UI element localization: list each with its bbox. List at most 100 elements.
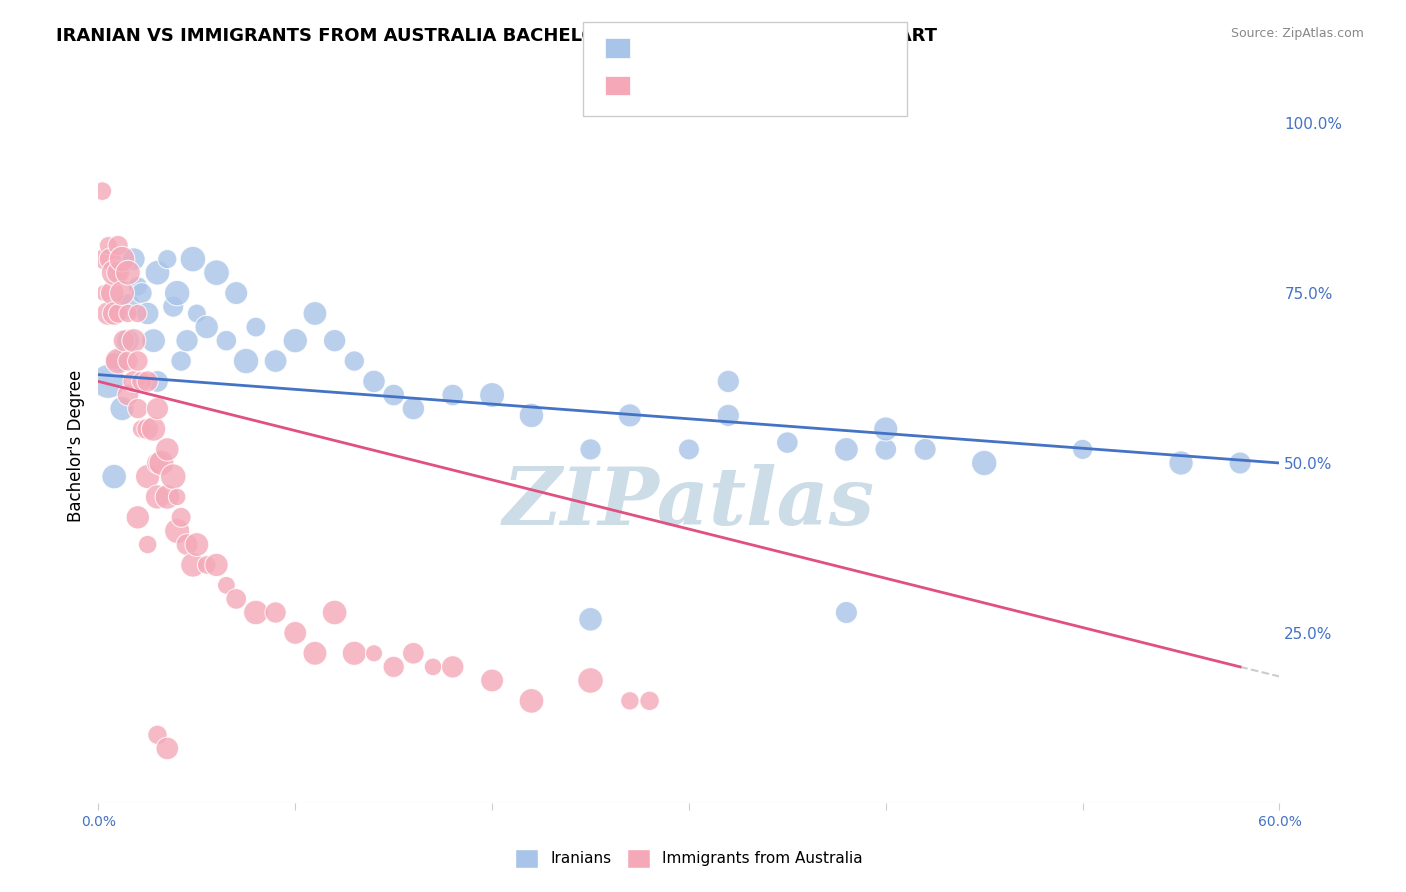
Point [127,510,149,524]
Point [127,279,149,293]
Point [264,354,287,368]
Point [146,266,169,280]
Point [117,354,139,368]
Point [304,646,326,660]
Point [97,238,120,252]
Point [215,334,238,348]
Point [579,612,602,626]
Text: IRANIAN VS IMMIGRANTS FROM AUSTRALIA BACHELOR'S DEGREE CORRELATION CHART: IRANIAN VS IMMIGRANTS FROM AUSTRALIA BAC… [56,27,938,45]
Point [382,388,405,402]
Text: -0.215: -0.215 [672,38,731,56]
Point [117,334,139,348]
Point [131,375,153,389]
Point [103,266,125,280]
Text: N =: N = [738,76,775,94]
Point [776,435,799,450]
Point [186,537,208,551]
Point [284,334,307,348]
Text: 69: 69 [770,76,793,94]
Point [111,252,134,266]
Point [103,306,125,320]
Text: R =: R = [638,38,675,56]
Point [1071,442,1094,457]
Point [122,375,145,389]
Point [225,286,247,301]
Point [382,660,405,674]
Point [343,354,366,368]
Legend: Iranians, Immigrants from Australia: Iranians, Immigrants from Australia [509,843,869,873]
Point [170,354,193,368]
Text: -0.372: -0.372 [672,76,731,94]
Point [146,490,169,504]
Point [176,537,198,551]
Point [117,266,139,280]
Point [170,510,193,524]
Point [441,660,464,674]
Point [520,694,543,708]
Point [127,354,149,368]
Point [166,524,188,538]
Point [103,354,125,368]
Point [122,252,145,266]
Point [422,660,444,674]
Point [112,334,135,348]
Point [146,375,169,389]
Point [323,334,346,348]
Point [97,375,120,389]
Point [136,422,159,436]
Point [146,728,169,742]
Point [835,442,858,457]
Point [150,456,173,470]
Point [304,306,326,320]
Point [678,442,700,457]
Point [619,409,641,423]
Point [717,409,740,423]
Text: N =: N = [738,38,775,56]
Point [166,490,188,504]
Point [107,354,129,368]
Point [142,422,165,436]
Point [127,306,149,320]
Point [481,388,503,402]
Point [363,646,385,660]
Point [162,300,184,314]
Point [146,401,169,416]
Point [107,306,129,320]
Point [131,286,153,301]
Point [136,375,159,389]
Point [186,306,208,320]
Point [131,422,153,436]
Point [127,401,149,416]
Point [973,456,995,470]
Point [225,591,247,606]
Point [111,286,134,301]
Text: 53: 53 [770,38,793,56]
Point [717,375,740,389]
Point [245,320,267,334]
Point [181,252,204,266]
Point [107,238,129,252]
Point [264,606,287,620]
Point [579,442,602,457]
Text: R =: R = [638,76,675,94]
Point [117,388,139,402]
Point [245,606,267,620]
Point [914,442,936,457]
Point [136,306,159,320]
Point [323,606,346,620]
Point [101,286,124,301]
Point [176,334,198,348]
Point [875,442,897,457]
Point [638,694,661,708]
Point [195,558,218,572]
Point [1170,456,1192,470]
Point [441,388,464,402]
Point [156,741,179,756]
Point [142,334,165,348]
Point [136,537,159,551]
Point [195,320,218,334]
Point [166,286,188,301]
Point [402,646,425,660]
Point [520,409,543,423]
Point [835,606,858,620]
